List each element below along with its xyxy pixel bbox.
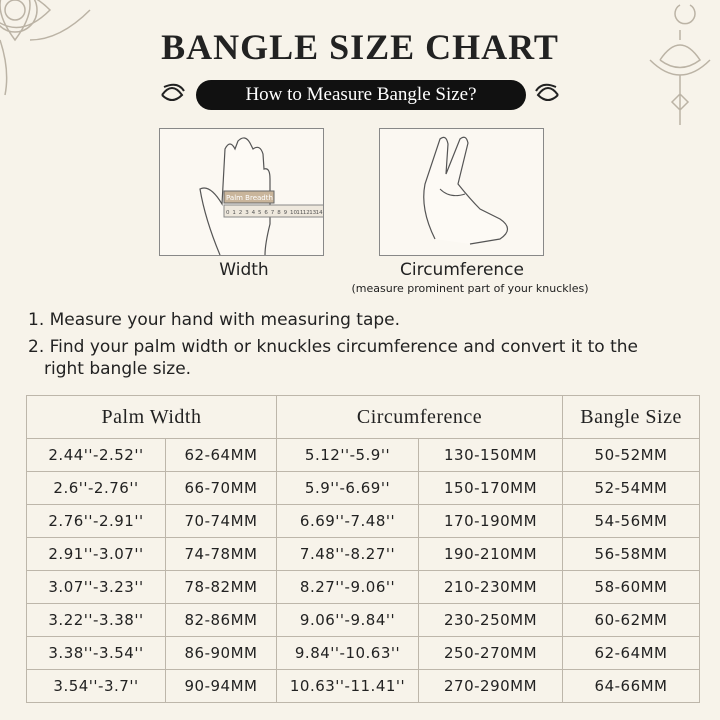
step: 1. Measure your hand with measuring tape… — [28, 310, 401, 330]
ruler-number: 5 — [258, 210, 262, 216]
table-cell: 7.48''-8.27'' — [276, 537, 420, 571]
ruler-number: 7 — [271, 210, 275, 216]
table-cell: 3.22''-3.38'' — [26, 603, 166, 637]
table-cell: 62-64MM — [562, 636, 701, 670]
table-header: Circumference — [276, 395, 564, 439]
table-cell: 3.54''-3.7'' — [26, 669, 166, 703]
step: 2. Find your palm width or knuckles circ… — [28, 337, 638, 379]
figure-note: (measure prominent part of your knuckles… — [351, 282, 589, 295]
width-figure: Palm Breadth 0 1 2 3 4 5 6 7 8 9 10 11 12 13 14 — [159, 128, 324, 256]
table-row: 3.38''-3.54'' 86-90MM 9.84''-10.63'' 250-27… — [26, 636, 701, 670]
figure-label: Circumference — [400, 260, 524, 280]
table-cell: 5.12''-5.9'' — [276, 438, 420, 472]
table-cell: 130-150MM — [418, 438, 564, 472]
table-cell: 70-74MM — [164, 504, 278, 538]
table-cell: 2.76''-2.91'' — [26, 504, 166, 538]
table-header: Bangle Size — [562, 395, 701, 439]
table-cell: 9.84''-10.63'' — [276, 636, 420, 670]
table-cell: 62-64MM — [164, 438, 278, 472]
table-cell: 170-190MM — [418, 504, 564, 538]
circumference-figure — [379, 128, 544, 256]
table-cell: 190-210MM — [418, 537, 564, 571]
table-cell: 52-54MM — [562, 471, 701, 505]
table-cell: 60-62MM — [562, 603, 701, 637]
subtitle: How to Measure Bangle Size? — [196, 80, 526, 110]
table-row: 2.44''-2.52'' 62-64MM 5.12''-5.9'' 130-150M… — [26, 438, 701, 472]
ruler-number: 14 — [316, 210, 323, 216]
table-cell: 90-94MM — [164, 669, 278, 703]
table-cell: 10.63''-11.41'' — [276, 669, 420, 703]
table-cell: 250-270MM — [418, 636, 564, 670]
ruler-number: 2 — [239, 210, 243, 216]
ruler-number: 8 — [277, 210, 281, 216]
ruler-number: 13 — [309, 210, 316, 216]
table-row: 2.76''-2.91'' 70-74MM 6.69''-7.48'' 170-190… — [26, 504, 701, 538]
ruler-number: 0 — [226, 210, 230, 216]
ruler-number: 6 — [264, 210, 268, 216]
table-cell: 66-70MM — [164, 471, 278, 505]
table-header: Palm Width — [25, 395, 278, 439]
table-cell: 54-56MM — [562, 504, 701, 538]
table-cell: 74-78MM — [164, 537, 278, 571]
table-cell: 2.6''-2.76'' — [26, 471, 166, 505]
title: BANGLE SIZE CHART — [161, 27, 559, 67]
ruler-number: 9 — [284, 210, 288, 216]
size-table: Palm Width Circumference Bangle Size 2.4… — [25, 395, 701, 703]
table-row: 3.07''-3.23'' 78-82MM 8.27''-9.06'' 210-230… — [26, 570, 701, 604]
table-cell: 3.07''-3.23'' — [26, 570, 166, 604]
table-cell: 78-82MM — [164, 570, 278, 604]
table-row: 3.22''-3.38'' 82-86MM 9.06''-9.84'' 230-250… — [26, 603, 701, 637]
ruler-number: 10 — [290, 210, 297, 216]
table-cell: 86-90MM — [164, 636, 278, 670]
table-cell: 8.27''-9.06'' — [276, 570, 420, 604]
ruler-number: 12 — [303, 210, 310, 216]
ruler-number: 11 — [296, 210, 303, 216]
table-cell: 58-60MM — [562, 570, 701, 604]
ruler-number: 1 — [232, 210, 236, 216]
table-cell: 56-58MM — [562, 537, 701, 571]
table-cell: 6.69''-7.48'' — [276, 504, 420, 538]
table-cell: 50-52MM — [562, 438, 701, 472]
table-row: 2.6''-2.76'' 66-70MM 5.9''-6.69'' 150-170MM… — [26, 471, 701, 505]
table-cell: 2.44''-2.52'' — [26, 438, 166, 472]
table-cell: 270-290MM — [418, 669, 564, 703]
table-cell: 9.06''-9.84'' — [276, 603, 420, 637]
table-cell: 5.9''-6.69'' — [276, 471, 420, 505]
table-cell: 64-66MM — [562, 669, 701, 703]
ruler-number: 4 — [252, 210, 256, 216]
ruler-label: Palm Breadth — [226, 194, 273, 202]
table-cell: 2.91''-3.07'' — [26, 537, 166, 571]
table-cell: 3.38''-3.54'' — [26, 636, 166, 670]
table-row: 3.54''-3.7'' 90-94MM 10.63''-11.41'' 270-29… — [26, 669, 701, 703]
table-cell: 210-230MM — [418, 570, 564, 604]
table-row: 2.91''-3.07'' 74-78MM 7.48''-8.27'' 190-210… — [26, 537, 701, 571]
table-cell: 82-86MM — [164, 603, 278, 637]
table-cell: 150-170MM — [418, 471, 564, 505]
ruler-number: 3 — [245, 210, 249, 216]
table-cell: 230-250MM — [418, 603, 564, 637]
figure-label: Width — [219, 260, 269, 280]
